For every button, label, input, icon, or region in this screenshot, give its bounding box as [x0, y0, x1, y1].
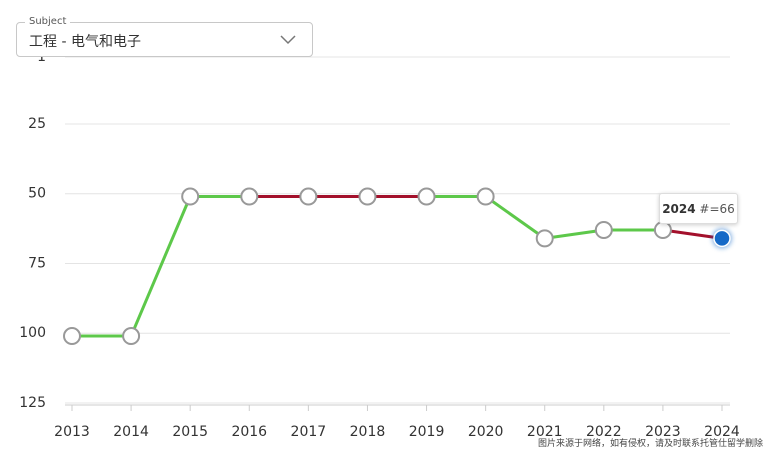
- point: [476, 187, 495, 206]
- tooltip-year: 2024: [662, 202, 696, 216]
- x-tick-label: 2014: [113, 424, 149, 440]
- x-tick-label: 2022: [586, 424, 622, 440]
- x-tick-label: 2018: [350, 424, 386, 440]
- x-tick-label: 2023: [645, 424, 681, 440]
- point: [181, 187, 200, 206]
- x-tick-label: 2024: [704, 424, 740, 440]
- y-tick-label: 1: [37, 49, 46, 65]
- x-tick-label: 2019: [409, 424, 445, 440]
- y-tick-label: 100: [19, 325, 46, 341]
- point: [358, 187, 377, 206]
- point: [299, 187, 318, 206]
- dropdown-value: 工程 - 电气和电子: [29, 34, 141, 50]
- point: [122, 327, 141, 346]
- point: [63, 327, 81, 346]
- x-tick-label: 2020: [468, 424, 504, 440]
- x-tick-label: 2021: [527, 424, 563, 440]
- tooltip: 2024 #=66: [659, 193, 738, 224]
- point: [535, 229, 554, 248]
- dropdown-label: Subject: [25, 16, 71, 27]
- x-tick-label: 2016: [231, 424, 267, 440]
- y-tick-label: 125: [19, 395, 46, 411]
- point: [594, 221, 613, 239]
- x-tick-label: 2017: [291, 424, 327, 440]
- point: [417, 187, 436, 206]
- subject-dropdown[interactable]: Subject 工程 - 电气和电子: [16, 16, 313, 57]
- y-tick-label: 75: [28, 255, 46, 271]
- line-segment: [544, 228, 605, 240]
- x-tick-label: 2015: [172, 424, 208, 440]
- y-tick-label: 50: [28, 186, 46, 202]
- line-segment: [484, 195, 546, 240]
- tooltip-text: #=66: [699, 202, 735, 216]
- line-segment: [129, 195, 192, 337]
- point: [240, 187, 259, 206]
- active-point: [713, 229, 731, 248]
- chevron: [280, 35, 296, 45]
- y-tick-label: 25: [28, 116, 46, 132]
- watermark: 图片来源于网络，如有侵权，请及时联系托管仕留学删除: [537, 439, 763, 449]
- x-tick-label: 2013: [54, 424, 90, 440]
